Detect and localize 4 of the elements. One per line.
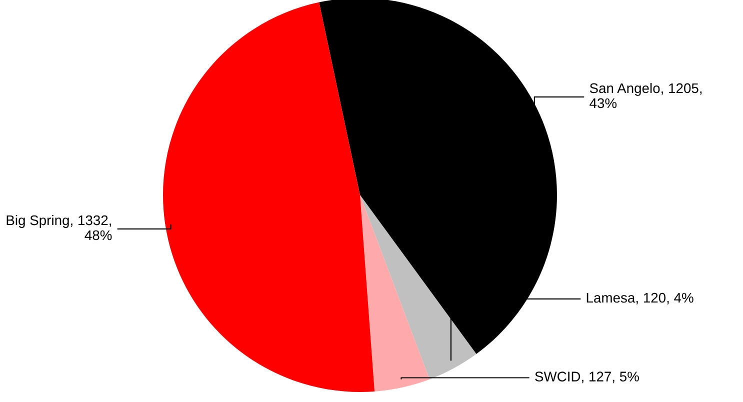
slice-label: San Angelo, 1205, 43%	[590, 82, 702, 108]
slice-label: Lamesa, 120, 4%	[586, 292, 694, 304]
slice-label: Big Spring, 1332, 48%	[6, 214, 112, 240]
slice-label: SWCID, 127, 5%	[535, 372, 639, 384]
